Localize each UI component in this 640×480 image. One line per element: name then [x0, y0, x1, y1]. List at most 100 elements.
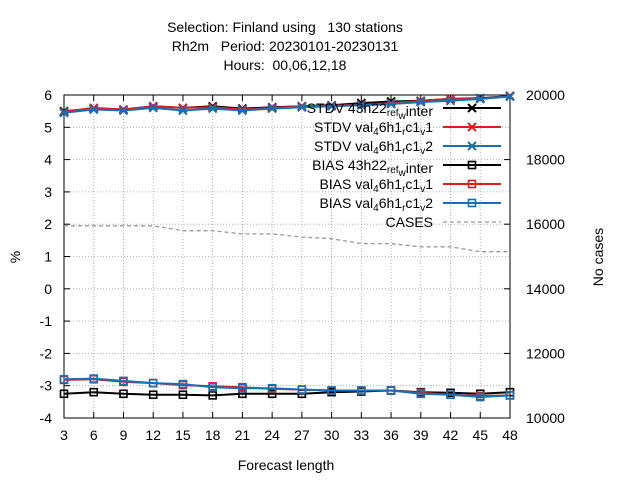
data-point	[297, 385, 307, 394]
y-tick-label: 2	[44, 216, 52, 232]
data-point	[208, 391, 217, 400]
legend-marker	[467, 122, 477, 132]
series-layer	[59, 91, 515, 402]
data-point	[237, 105, 248, 116]
data-point	[505, 391, 515, 400]
data-point	[59, 389, 69, 399]
series-line	[64, 225, 510, 253]
legend-marker	[467, 141, 477, 151]
data-point	[445, 96, 456, 106]
marker-stroke	[267, 103, 277, 114]
y2-tick-label: 20000	[526, 87, 565, 103]
marker-stroke	[118, 105, 129, 116]
series-5	[59, 374, 515, 401]
data-point	[118, 105, 129, 116]
y2-axis-label: No cases	[590, 228, 606, 286]
data-point	[178, 105, 188, 116]
marker-stroke	[467, 141, 477, 151]
data-point	[326, 101, 337, 112]
marker-stroke	[475, 94, 485, 104]
series-3	[59, 91, 515, 118]
marker-stroke	[297, 102, 307, 112]
x-tick-label: 45	[472, 427, 488, 443]
marker-stroke	[178, 105, 188, 116]
x-tick-label: 9	[120, 427, 128, 443]
series-line	[63, 377, 511, 399]
marker-stroke	[59, 108, 69, 118]
y2-tick-label: 18000	[526, 152, 565, 168]
legend-label: STDV val46h1rc1v1	[314, 119, 433, 138]
data-point	[267, 103, 277, 114]
data-point	[446, 390, 455, 400]
data-point	[148, 378, 158, 388]
data-point	[208, 383, 217, 392]
y-axis-label: %	[7, 251, 23, 263]
x-tick-label: 24	[264, 427, 280, 443]
y-tick-label: -2	[40, 345, 53, 361]
x-tick-label: 12	[145, 427, 161, 443]
y2-tick-label: 12000	[526, 345, 565, 361]
data-point	[59, 374, 69, 384]
legend-entry-4: BIAS 43h22refwinter	[312, 157, 501, 179]
marker-stroke	[445, 96, 456, 106]
marker-stroke	[326, 101, 337, 112]
legend-label: CASES	[386, 214, 433, 230]
y-tick-label: -1	[40, 313, 53, 329]
x-tick-label: 42	[443, 427, 459, 443]
x-tick-label: 39	[413, 427, 429, 443]
series-7	[64, 225, 510, 253]
y-tick-label: 3	[44, 184, 52, 200]
grid	[63, 94, 511, 419]
x-tick-label: 21	[235, 427, 251, 443]
data-point	[89, 374, 99, 383]
data-point	[386, 386, 396, 395]
y-tick-label: -4	[40, 410, 53, 426]
y-tick-label: -3	[40, 378, 53, 394]
title-line-3: Hours: 00,06,12,18	[224, 57, 347, 73]
y-tick-label: 5	[44, 119, 52, 135]
y-tick-label: 1	[44, 249, 52, 265]
series-6	[59, 374, 515, 402]
data-point	[475, 94, 485, 104]
legend-marker	[467, 160, 477, 170]
legend-label: BIAS val46h1rc1v1	[319, 176, 433, 195]
legend-entry-6: BIAS val46h1rc1v2	[319, 195, 501, 214]
data-point	[148, 390, 158, 400]
data-point	[178, 379, 188, 389]
data-point	[386, 99, 396, 109]
y-tick-label: 6	[44, 87, 52, 103]
data-point	[475, 392, 485, 402]
x-tick-label: 33	[354, 427, 370, 443]
legend-marker	[467, 179, 477, 189]
marker-stroke	[356, 100, 367, 111]
y2-tick-label: 14000	[526, 281, 565, 297]
x-tick-label: 3	[60, 427, 68, 443]
series-line	[63, 389, 511, 397]
data-point	[357, 386, 366, 395]
data-point	[416, 97, 426, 107]
legend-label: BIAS val46h1rc1v2	[319, 195, 433, 214]
y2-axis: 10000 12000 14000 16000 18000 20000	[504, 87, 565, 426]
data-point	[148, 103, 158, 113]
data-point	[178, 390, 188, 400]
legend-label: STDV val46h1rc1v2	[314, 138, 433, 157]
series-line	[63, 95, 511, 114]
marker-stroke	[386, 99, 396, 109]
data-point	[89, 104, 99, 115]
chart-title: Selection: Finland using 130 stations Rh…	[167, 19, 403, 73]
legend-label: BIAS 43h22refwinter	[312, 157, 433, 179]
x-tick-label: 27	[294, 427, 310, 443]
data-point	[267, 389, 277, 399]
series-2	[59, 91, 515, 117]
legend-label: STDV 43h22refwinter	[307, 100, 434, 122]
data-point	[505, 91, 515, 102]
data-point	[207, 103, 218, 114]
x-tick-label: 6	[90, 427, 98, 443]
x-tick-label: 15	[175, 427, 191, 443]
data-point	[267, 383, 277, 393]
data-point	[238, 383, 247, 393]
marker-stroke	[237, 105, 248, 116]
x-axis-label: Forecast length	[238, 457, 335, 473]
